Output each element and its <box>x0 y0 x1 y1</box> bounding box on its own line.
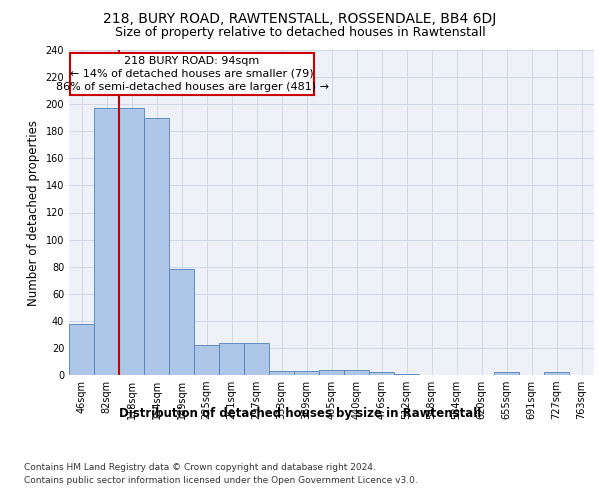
Bar <box>269 371 294 375</box>
Bar <box>369 372 394 375</box>
Bar <box>244 342 269 375</box>
Text: 218, BURY ROAD, RAWTENSTALL, ROSSENDALE, BB4 6DJ: 218, BURY ROAD, RAWTENSTALL, ROSSENDALE,… <box>103 12 497 26</box>
Bar <box>544 372 569 375</box>
Text: ← 14% of detached houses are smaller (79): ← 14% of detached houses are smaller (79… <box>70 69 314 79</box>
Text: Contains public sector information licensed under the Open Government Licence v3: Contains public sector information licen… <box>24 476 418 485</box>
Text: Distribution of detached houses by size in Rawtenstall: Distribution of detached houses by size … <box>119 408 481 420</box>
Bar <box>119 108 144 375</box>
Text: 86% of semi-detached houses are larger (481) →: 86% of semi-detached houses are larger (… <box>56 82 329 92</box>
Bar <box>169 270 194 375</box>
Bar <box>344 370 369 375</box>
Text: Size of property relative to detached houses in Rawtenstall: Size of property relative to detached ho… <box>115 26 485 39</box>
Bar <box>69 324 94 375</box>
Bar <box>394 374 419 375</box>
Bar <box>319 370 344 375</box>
Bar <box>94 108 119 375</box>
Bar <box>294 371 319 375</box>
Text: Contains HM Land Registry data © Crown copyright and database right 2024.: Contains HM Land Registry data © Crown c… <box>24 462 376 471</box>
Text: 218 BURY ROAD: 94sqm: 218 BURY ROAD: 94sqm <box>125 56 260 66</box>
Bar <box>70 52 314 94</box>
Bar <box>219 342 244 375</box>
Bar <box>494 372 519 375</box>
Y-axis label: Number of detached properties: Number of detached properties <box>27 120 40 306</box>
Bar <box>194 345 219 375</box>
Bar <box>144 118 169 375</box>
